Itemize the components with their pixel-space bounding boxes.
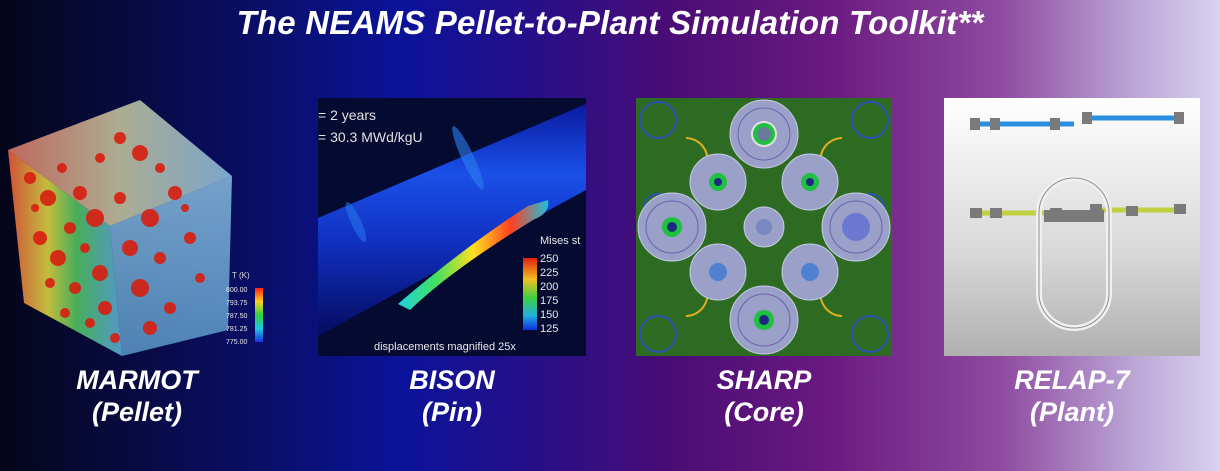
bison-subtitle: (Pin) xyxy=(422,397,482,427)
bison-legend-title: Mises st xyxy=(540,235,580,247)
page-title: The NEAMS Pellet-to-Plant Simulation Too… xyxy=(236,4,984,41)
relap7-junctions xyxy=(970,112,1186,222)
pellet-bubbles xyxy=(24,132,205,343)
sharp-name: SHARP xyxy=(716,365,812,395)
marmot-name: MARMOT xyxy=(76,365,198,395)
relap7-name: RELAP-7 xyxy=(1014,365,1130,395)
pellet-cube-front xyxy=(8,150,122,356)
marmot-legend-tick: 775.00 xyxy=(226,339,248,346)
relap7-subtitle: (Plant) xyxy=(1030,397,1114,427)
marmot-legend-title: T (K) xyxy=(232,271,250,280)
marmot-legend-tick: 800.00 xyxy=(226,287,248,294)
sharp-control-rods xyxy=(662,121,870,330)
marmot-image: T (K) 800.00 793.75 787.50 781.25 775.00 xyxy=(0,98,280,356)
bison-legend-tick: 175 xyxy=(540,295,558,307)
fuel-pin-hotspot xyxy=(398,200,549,310)
bison-time-text: = 2 years xyxy=(318,107,376,123)
marmot-legend-tick: 781.25 xyxy=(226,326,248,333)
marmot-label: MARMOT (Pellet) xyxy=(0,364,277,428)
bison-legend-bar xyxy=(523,258,537,330)
relap7-label: RELAP-7 (Plant) xyxy=(932,364,1212,428)
bison-legend-tick: 225 xyxy=(540,267,558,279)
relap7-image xyxy=(944,98,1200,356)
bison-legend-tick: 250 xyxy=(540,253,558,265)
sharp-label: SHARP (Core) xyxy=(624,364,904,428)
sharp-subtitle: (Core) xyxy=(724,397,804,427)
bison-legend-tick: 150 xyxy=(540,309,558,321)
marmot-legend-tick: 793.75 xyxy=(226,300,248,307)
bison-burnup-text: = 30.3 MWd/kgU xyxy=(318,129,423,145)
fuel-pin-body xyxy=(318,104,586,336)
pellet-cube-side xyxy=(110,176,232,356)
sharp-image xyxy=(636,98,892,356)
bison-legend-tick: 200 xyxy=(540,281,558,293)
bison-image: = 2 years = 30.3 MWd/kgU Mises st 250 22… xyxy=(318,98,586,356)
bison-name: BISON xyxy=(409,365,495,395)
bison-label: BISON (Pin) xyxy=(312,364,592,428)
marmot-legend-bar xyxy=(255,288,263,342)
marmot-subtitle: (Pellet) xyxy=(91,397,183,427)
marmot-legend-tick: 787.50 xyxy=(226,313,248,320)
bison-caption: displacements magnified 25x xyxy=(374,341,516,353)
bison-legend-tick: 125 xyxy=(540,323,558,335)
